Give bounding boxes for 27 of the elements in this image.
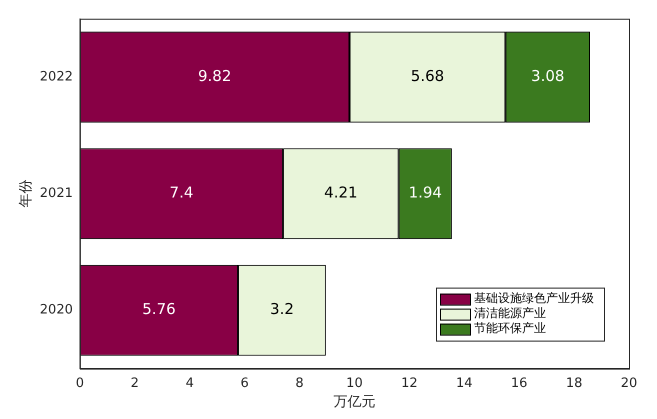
y-tick-label: 2021 <box>40 186 73 202</box>
x-tick-label: 4 <box>186 376 194 391</box>
x-tick-label: 8 <box>295 376 304 391</box>
legend-label: 清洁能源产业 <box>474 306 546 320</box>
x-tick-label: 12 <box>401 376 418 391</box>
data-label: 5.68 <box>410 66 444 85</box>
data-label: 4.21 <box>324 184 358 202</box>
data-label: 5.76 <box>142 300 176 318</box>
data-label: 7.4 <box>170 184 194 202</box>
x-tick-label: 0 <box>76 376 84 391</box>
legend-label: 基础设施绿色产业升级 <box>474 291 594 306</box>
y-tick-label: 2020 <box>40 302 73 318</box>
x-tick-label: 10 <box>346 376 363 391</box>
y-tick-label: 2022 <box>40 69 73 84</box>
data-label: 9.82 <box>198 66 232 85</box>
x-tick-label: 18 <box>566 376 582 391</box>
data-label: 1.94 <box>408 184 442 202</box>
x-tick-label: 14 <box>456 376 473 391</box>
x-tick-label: 20 <box>620 376 638 391</box>
legend-label: 节能环保产业 <box>474 321 546 336</box>
data-label: 3.2 <box>270 300 294 318</box>
y-axis-title: 年份 <box>18 180 34 208</box>
x-tick-label: 2 <box>130 376 139 391</box>
x-axis-title: 万亿元 <box>333 394 376 410</box>
x-tick-label: 6 <box>240 376 249 391</box>
x-tick-label: 16 <box>510 376 528 391</box>
data-label: 3.08 <box>531 66 564 85</box>
